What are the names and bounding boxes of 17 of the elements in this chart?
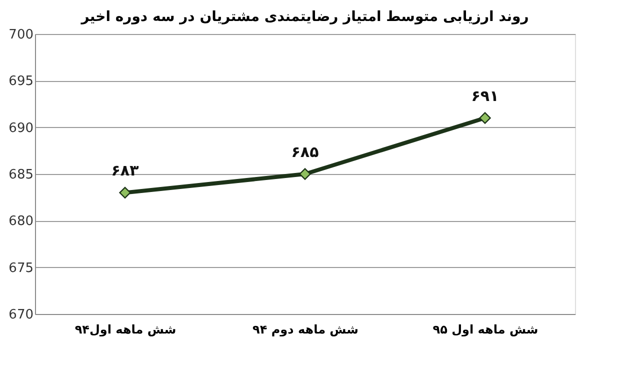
y-tick-label: 695 [8, 74, 34, 90]
y-tick-label: 690 [8, 120, 34, 136]
point [299, 168, 311, 180]
data-label: ۶۸۵ [291, 143, 319, 161]
chart-title: روند ارزیابی متوسط امتیاز رضایتمندی مشتریان در سه دوره اخیر [80, 9, 529, 25]
point [119, 186, 131, 199]
x-tick-label: شش ماهه اول ۹۵ [432, 322, 538, 336]
y-tick-label: 680 [8, 214, 34, 230]
data-label: ۶۹۱ [471, 87, 499, 105]
y-tick-label: 685 [8, 168, 34, 182]
x-tick-label: شش ماهه دوم ۹۴ [252, 322, 358, 336]
y-tick-label: 675 [8, 260, 34, 276]
point [479, 112, 491, 124]
y-tick-label: 700 [8, 28, 34, 42]
y-tick-label: 670 [8, 308, 34, 322]
x-tick-label: شش ماهه اول۹۴ [74, 322, 176, 336]
data-label: ۶۸۳ [111, 162, 139, 180]
